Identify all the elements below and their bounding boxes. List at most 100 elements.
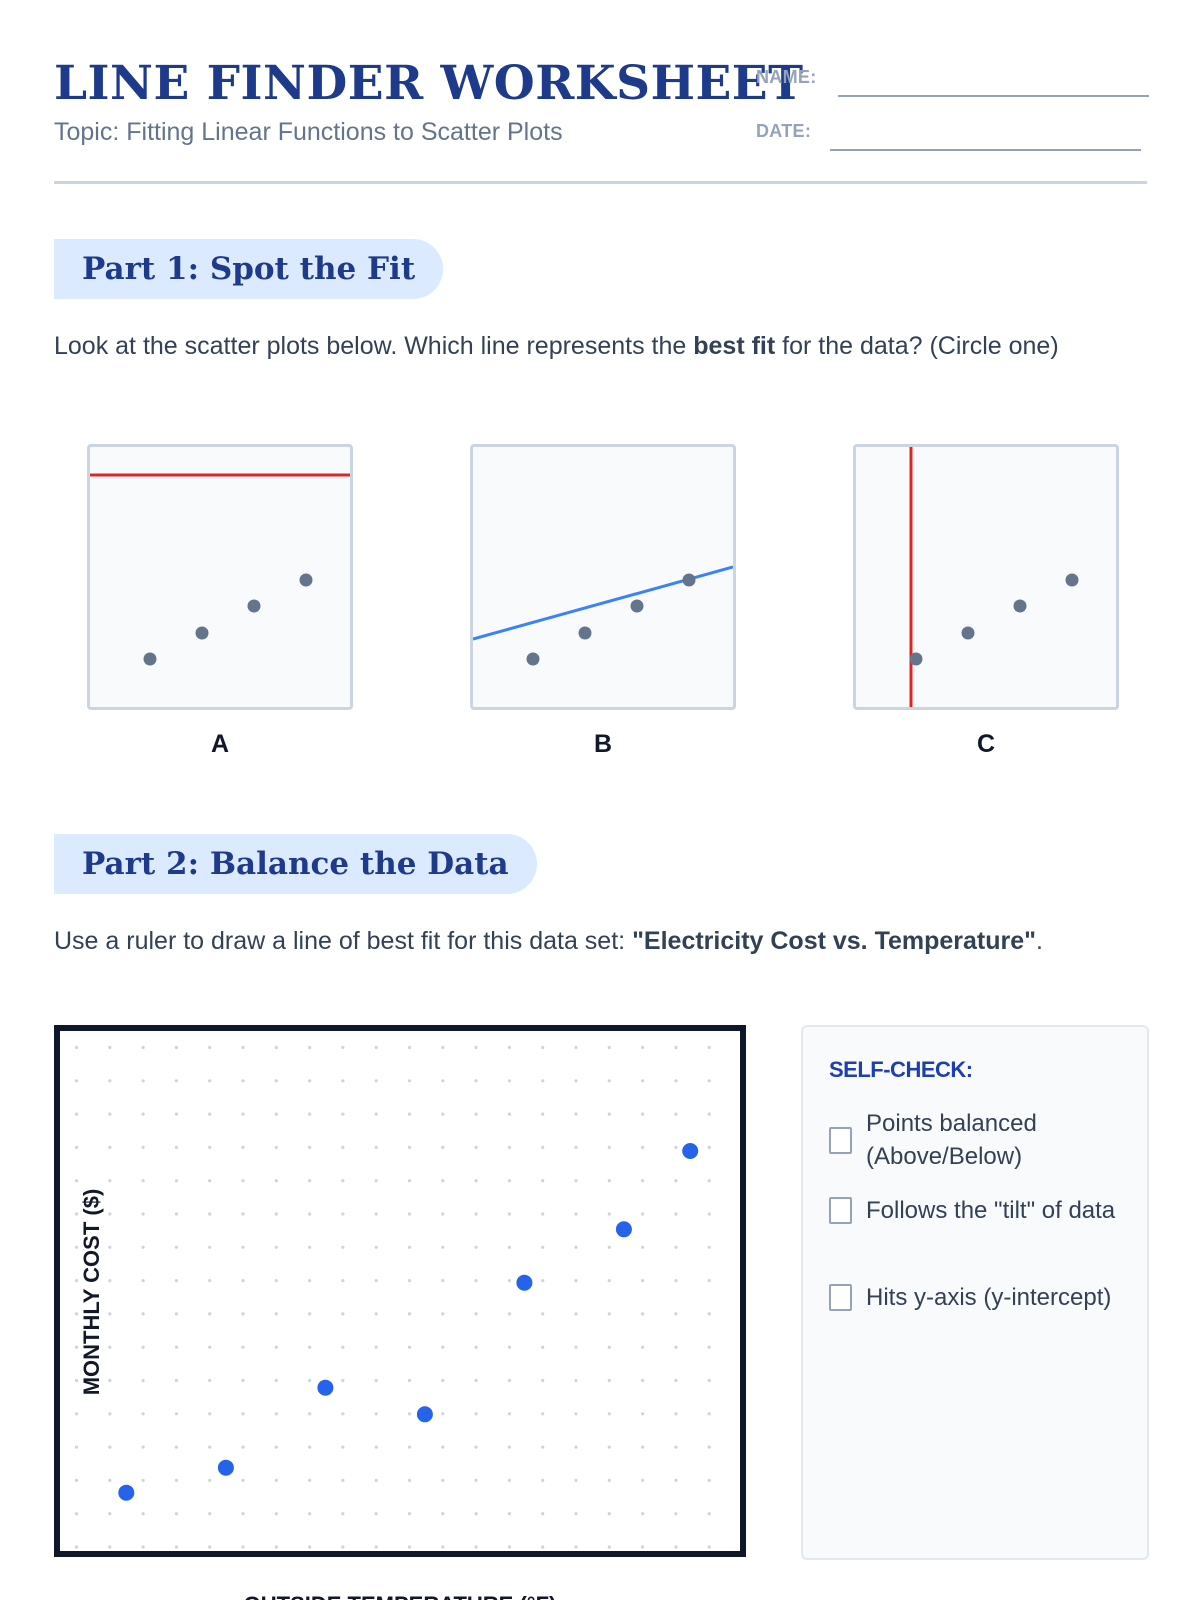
grid-dot [308,1145,312,1149]
option-c-point [1013,599,1027,613]
grid-dot [474,1279,478,1283]
option-c-point [1065,573,1079,587]
grid-dot [574,1412,578,1416]
grid-dot [141,1378,145,1383]
grid-dot [674,1445,678,1449]
option-a-plot[interactable] [87,444,353,710]
option-b-point [578,626,592,640]
grid-dot [474,1345,478,1349]
grid-dot [641,1245,645,1249]
grid-dot [341,1112,345,1116]
grid-dot [507,1179,511,1183]
grid-dot [241,1145,245,1149]
grid-dot [241,1279,245,1283]
grid-dot [208,1512,212,1516]
grid-dot [507,1145,511,1149]
checkbox-intercept[interactable] [829,1284,852,1311]
grid-dot [341,1378,345,1383]
grid-dot [241,1245,245,1249]
grid-dot [74,1212,79,1216]
grid-dot [141,1145,145,1149]
grid-dot [574,1545,578,1549]
grid-dot [374,1545,378,1549]
option-a-label[interactable]: A [210,730,230,758]
grid-dot [74,1545,79,1549]
grid-dot [441,1412,445,1416]
grid-dot [641,1079,645,1083]
grid-dot [141,1279,145,1283]
grid-dot [341,1545,345,1549]
grid-dot [208,1478,212,1482]
grid-dot [574,1179,578,1183]
grid-dot [574,1112,578,1116]
grid-dot [607,1245,611,1249]
grid-dot [374,1112,378,1116]
grid-dot [407,1279,412,1283]
check-label-intercept: Hits y-axis (y-intercept) [866,1284,1112,1311]
grid-dot [274,1412,278,1416]
grid-dot [607,1312,611,1316]
grid-dot [641,1312,645,1316]
grid-dot [308,1112,312,1116]
grid-dot [174,1312,178,1316]
grid-dot [507,1445,511,1449]
grid-dot [241,1112,245,1116]
part2-instruction-emphasis: "Electricity Cost vs. Temperature" [632,927,1037,955]
grid-dot [507,1045,511,1050]
option-b-plot[interactable] [470,444,736,710]
grid-dot [74,1245,79,1249]
grid-dot [507,1212,511,1216]
grid-dot [607,1412,611,1416]
grid-dot [341,1245,345,1249]
name-field-line[interactable] [838,95,1149,97]
grid-dot [407,1045,412,1050]
grid-dot [607,1145,611,1149]
grid-dot [174,1112,178,1116]
grid-dot [341,1279,345,1283]
check-label-balanced: Points balanced (Above/Below) [866,1110,1037,1170]
grid-dot [607,1345,611,1349]
grid-dot [607,1478,611,1482]
grid-dot [541,1378,545,1383]
grid-dot [407,1179,412,1183]
grid-dot [208,1179,212,1183]
grid-dot [541,1245,545,1249]
grid-dot [208,1212,212,1216]
checkbox-tilt[interactable] [829,1197,852,1224]
grid-dot [607,1378,611,1383]
grid-dot [474,1412,478,1416]
grid-dot [441,1079,445,1083]
grid-dot [441,1279,445,1283]
grid-dot [241,1445,245,1449]
grid-dot [308,1512,312,1516]
grid-dot [707,1212,711,1216]
grid-dot [74,1045,79,1050]
part1-title: Part 1: Spot the Fit [54,239,444,299]
grid-dot [341,1212,345,1216]
grid-dot [441,1512,445,1516]
grid-dot [474,1179,478,1183]
grid-dot [308,1345,312,1349]
option-c-label[interactable]: C [976,730,996,758]
date-field-line[interactable] [830,149,1141,151]
grid-dot [274,1478,278,1482]
grid-dot [474,1145,478,1149]
checkbox-balanced[interactable] [829,1126,852,1154]
data-point [217,1459,234,1476]
grid-dot [341,1179,345,1183]
data-points [118,1143,699,1501]
option-c-plot[interactable] [853,444,1119,710]
page-topic: Topic: Fitting Linear Functions to Scatt… [54,118,563,146]
grid-dot [674,1345,678,1349]
grid-dot [441,1445,445,1449]
electricity-scatter-plot[interactable] [54,1025,746,1557]
grid-dot [341,1412,345,1416]
grid-dot [174,1245,178,1249]
grid-dot [674,1512,678,1516]
grid-dot [141,1112,145,1116]
grid-dot [208,1112,212,1116]
option-b-label[interactable]: B [593,730,613,758]
grid-dot [241,1512,245,1516]
grid-dot [308,1545,312,1549]
grid-dot [641,1179,645,1183]
